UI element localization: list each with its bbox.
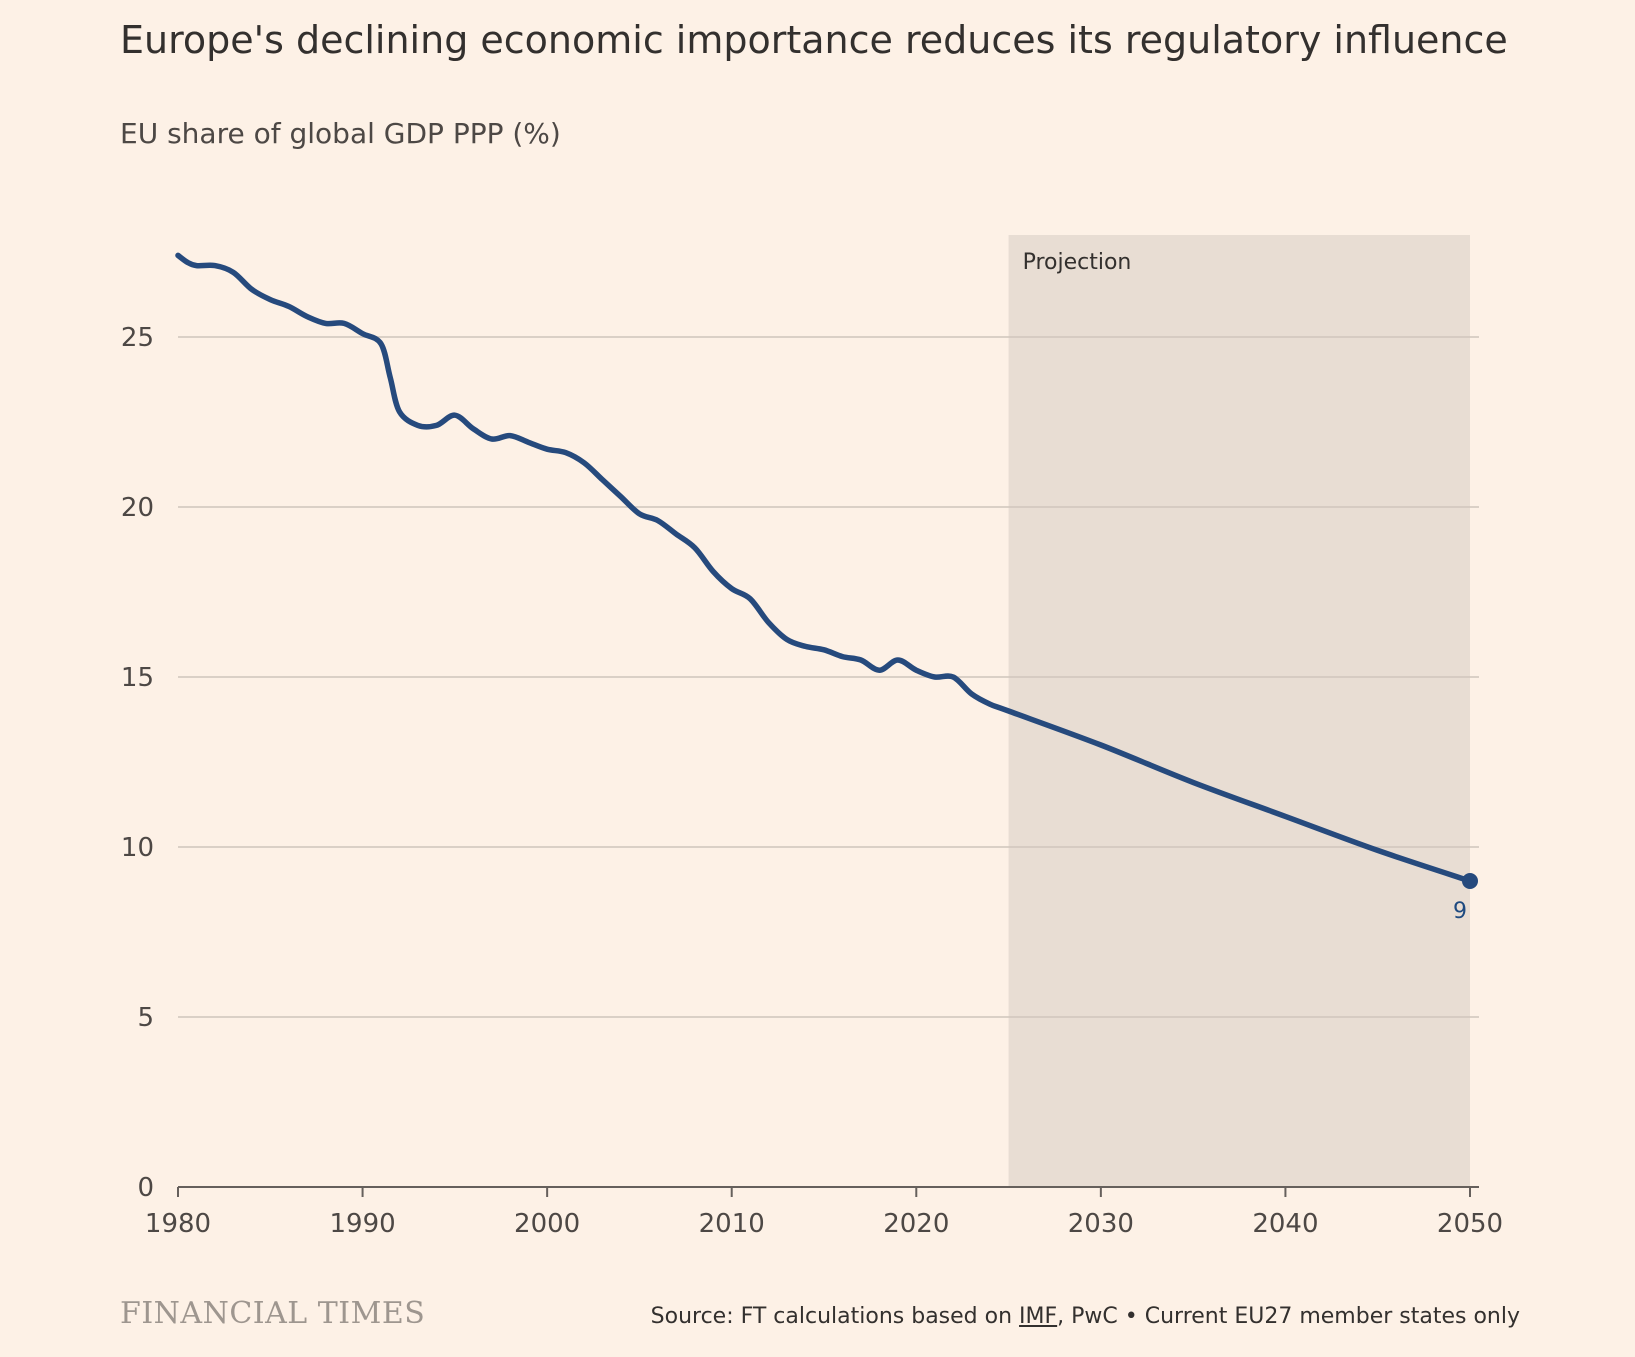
- series: 9: [175, 252, 1478, 924]
- end-point: [1462, 873, 1478, 889]
- series-line: [175, 252, 1473, 884]
- x-tick-label: 1990: [329, 1209, 395, 1239]
- brand-logo: FINANCIAL TIMES: [120, 1296, 426, 1331]
- x-tick-label: 2040: [1252, 1209, 1318, 1239]
- x-axis: 1980 1990 2000 2010 2020 2030 2040 2050: [145, 1186, 1503, 1239]
- y-tick-label: 10: [121, 833, 154, 863]
- source-note: Source: FT calculations based on IMF, Pw…: [651, 1304, 1520, 1329]
- projection-shade: [1008, 235, 1470, 1187]
- y-tick-label: 5: [137, 1003, 154, 1033]
- source-imf-link[interactable]: IMF: [1019, 1304, 1058, 1329]
- x-tick-label: 2030: [1068, 1209, 1134, 1239]
- x-tick-label: 2000: [514, 1209, 580, 1239]
- x-tick-label: 1980: [145, 1209, 211, 1239]
- projection-label: Projection: [1023, 250, 1132, 275]
- chart-subtitle: EU share of global GDP PPP (%): [120, 117, 561, 150]
- x-tick-label: 2020: [883, 1209, 949, 1239]
- source-suffix: , PwC • Current EU27 member states only: [1057, 1304, 1520, 1329]
- y-axis-ticks: 0 5 10 15 20 25: [121, 323, 154, 1203]
- source-prefix: Source: FT calculations based on: [650, 1304, 1020, 1329]
- y-tick-label: 25: [121, 323, 154, 353]
- chart-title: Europe's declining economic importance r…: [120, 18, 1508, 62]
- projection-region: Projection: [1008, 235, 1470, 1187]
- end-value-label: 9: [1453, 899, 1467, 924]
- y-tick-label: 15: [121, 663, 154, 693]
- y-tick-label: 0: [137, 1173, 154, 1203]
- y-tick-label: 20: [121, 493, 154, 523]
- x-tick-label: 2010: [699, 1209, 765, 1239]
- gridlines: [178, 336, 1479, 1018]
- x-tick-label: 2050: [1437, 1209, 1503, 1239]
